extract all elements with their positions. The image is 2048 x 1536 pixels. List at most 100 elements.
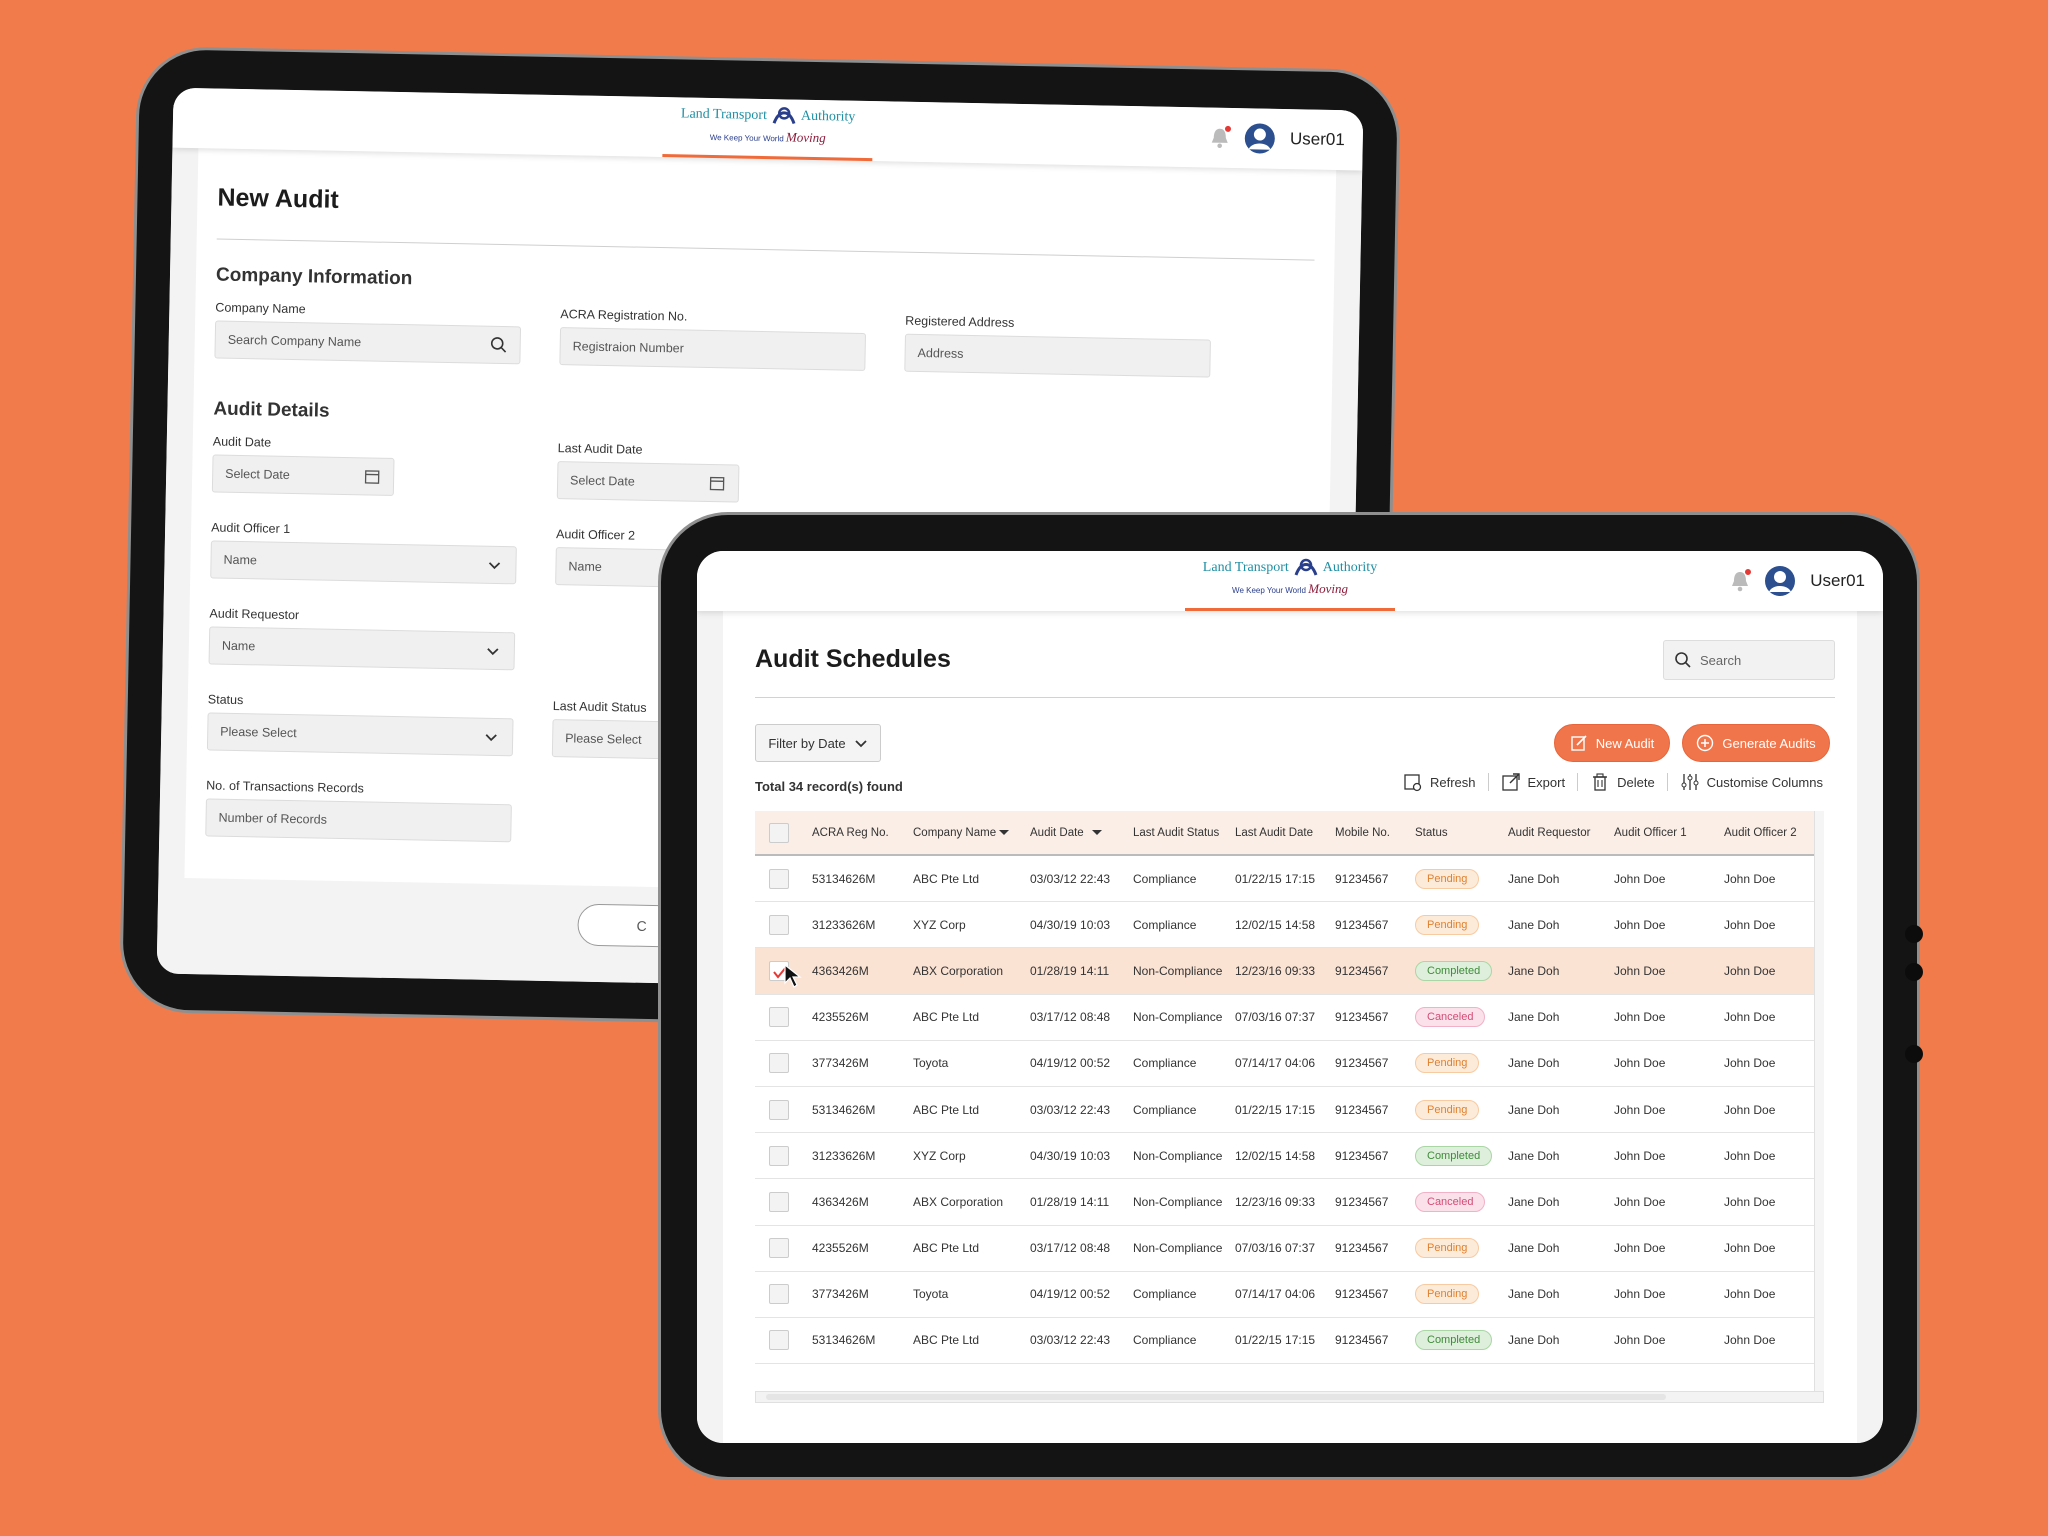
officer1-cell: John Doe	[1614, 1333, 1666, 1348]
column-header[interactable]: Status	[1415, 826, 1448, 839]
row-checkbox[interactable]	[769, 1099, 789, 1120]
sort-down-icon	[1091, 829, 1102, 835]
table-row[interactable]: 4235526M ABC Pte Ltd 03/17/12 08:48 Non-Com…	[755, 995, 1814, 1041]
company-cell: ABC Pte Ltd	[913, 1102, 980, 1117]
acra-cell: 4363426M	[812, 1194, 869, 1209]
scrollbar-thumb[interactable]	[766, 1394, 1666, 1400]
export-button[interactable]: Export	[1489, 772, 1578, 792]
table-row[interactable]: 3773426M Toyota 04/19/12 00:52 Compliance 07…	[755, 1041, 1814, 1087]
column-header-sortable[interactable]: Audit Date	[1030, 827, 1133, 839]
trash-icon	[1593, 773, 1608, 791]
table-row[interactable]: 53134626M ABC Pte Ltd 03/03/12 22:43 Compli…	[755, 1318, 1814, 1365]
row-checkbox[interactable]	[769, 1007, 789, 1028]
search-icon[interactable]	[1674, 651, 1692, 669]
select-all-checkbox[interactable]	[769, 822, 789, 843]
officer1-select[interactable]: Name	[210, 540, 517, 585]
user-name[interactable]: User01	[1289, 129, 1345, 150]
audit-date-cell: 04/19/12 00:52	[1030, 1056, 1111, 1071]
officer1-cell: John Doe	[1614, 963, 1666, 978]
user-avatar-icon[interactable]	[1764, 565, 1796, 597]
requestor-select[interactable]: Name	[208, 626, 516, 671]
lta-logo[interactable]: Land Transport Authority We Keep Your Wo…	[662, 103, 873, 162]
user-name[interactable]: User01	[1810, 571, 1865, 590]
officer2-cell: John Doe	[1724, 963, 1776, 978]
notification-bell-icon[interactable]	[1730, 568, 1753, 592]
acra-registration-input[interactable]: Registraion Number	[559, 327, 867, 371]
row-checkbox[interactable]	[769, 1330, 789, 1351]
requestor-cell: Jane Doh	[1508, 1148, 1560, 1163]
transactions-placeholder: Number of Records	[218, 810, 328, 827]
requestor-cell: Jane Doh	[1508, 1194, 1560, 1209]
table-row[interactable]: 3773426M Toyota 04/19/12 00:52 Compliance 07…	[755, 1272, 1814, 1318]
calendar-icon[interactable]	[708, 474, 726, 492]
table-row[interactable]: 31233626M XYZ Corp 04/30/19 10:03 Non-Compl…	[755, 1133, 1814, 1180]
registered-address-input[interactable]: Address	[904, 333, 1211, 378]
logo-tagline-script: Moving	[785, 129, 826, 146]
app-header: Land Transport Authority We Keep Your Wo…	[172, 87, 1364, 171]
transactions-input[interactable]: Number of Records	[205, 798, 512, 843]
requestor-cell: Jane Doh	[1508, 1333, 1560, 1348]
table-row[interactable]: 4235526M ABC Pte Ltd 03/17/12 08:48 Non-Com…	[755, 1226, 1814, 1272]
audit-date-picker[interactable]: Select Date	[211, 454, 395, 496]
last-date-cell: 01/22/15 17:15	[1235, 1333, 1316, 1348]
table-row[interactable]: 53134626M ABC Pte Ltd 03/03/12 22:43 Compli…	[755, 856, 1814, 903]
column-header-sortable[interactable]: Company Name	[913, 827, 1030, 839]
audit-date-cell: 03/17/12 08:48	[1030, 1010, 1111, 1025]
officer1-cell: John Doe	[1614, 1056, 1666, 1071]
horizontal-scrollbar[interactable]	[755, 1391, 1824, 1403]
officer1-placeholder: Name	[223, 552, 258, 568]
last-date-cell: 12/23/16 09:33	[1235, 963, 1316, 978]
vertical-scrollbar[interactable]	[1814, 811, 1824, 1391]
row-checkbox[interactable]	[769, 914, 789, 935]
row-checkbox[interactable]	[769, 1191, 789, 1212]
requestor-cell: Jane Doh	[1508, 1241, 1560, 1256]
table-row[interactable]: 53134626M ABC Pte Ltd 03/03/12 22:43 Compli…	[755, 1087, 1814, 1134]
last-status-cell: Compliance	[1133, 917, 1197, 932]
row-checkbox[interactable]	[769, 1145, 789, 1166]
status-badge: Pending	[1415, 1053, 1480, 1074]
new-audit-button[interactable]: New Audit	[1554, 724, 1670, 762]
requestor-cell: Jane Doh	[1508, 963, 1560, 978]
sliders-icon	[1681, 774, 1699, 790]
filter-by-date-dropdown[interactable]: Filter by Date	[755, 724, 881, 762]
new-audit-screen: Land Transport Authority We Keep Your Wo…	[156, 87, 1364, 997]
mobile-cell: 91234567	[1335, 1194, 1389, 1209]
column-header[interactable]: Audit Requestor	[1508, 826, 1591, 839]
mobile-cell: 91234567	[1335, 963, 1389, 978]
table-row[interactable]: 4363426M ABX Corporation 01/28/19 14:11 Non…	[755, 1179, 1814, 1226]
filter-label: Filter by Date	[768, 735, 846, 751]
notification-dot	[1224, 124, 1233, 133]
audit-date-cell: 03/03/12 22:43	[1030, 871, 1111, 886]
delete-button[interactable]: Delete	[1578, 772, 1667, 792]
column-header[interactable]: Last Audit Date	[1235, 826, 1313, 839]
table-row[interactable]: 4363426M ABX Corporation 01/28/19 14:11 Non…	[755, 948, 1814, 995]
row-checkbox[interactable]	[769, 868, 789, 889]
logo-tagline: We Keep Your World	[1232, 586, 1307, 595]
logo-tagline: We Keep Your World	[709, 132, 784, 144]
column-header[interactable]: Audit Officer 1	[1614, 826, 1687, 839]
refresh-button[interactable]: Refresh	[1391, 772, 1488, 792]
column-header[interactable]: Last Audit Status	[1133, 826, 1220, 839]
generate-audits-button[interactable]: Generate Audits	[1682, 724, 1830, 762]
row-checkbox[interactable]	[769, 1238, 789, 1259]
search-icon[interactable]	[490, 336, 508, 354]
column-header[interactable]: Audit Officer 2	[1724, 826, 1797, 839]
column-header[interactable]: ACRA Reg No.	[812, 826, 889, 839]
audit-date-cell: 04/30/19 10:03	[1030, 917, 1111, 932]
calendar-icon[interactable]	[363, 467, 381, 485]
transactions-label: No. of Transactions Records	[206, 778, 365, 796]
lta-logo[interactable]: Land Transport Authority We Keep Your Wo…	[1185, 557, 1395, 611]
column-header[interactable]: Mobile No.	[1335, 826, 1390, 839]
status-select[interactable]: Please Select	[206, 712, 514, 757]
hardware-button	[1905, 1045, 1923, 1063]
customise-columns-button[interactable]: Customise Columns	[1668, 772, 1835, 792]
row-checkbox[interactable]	[769, 1284, 789, 1305]
user-avatar-icon[interactable]	[1244, 122, 1277, 155]
last-audit-date-picker[interactable]: Select Date	[556, 461, 740, 503]
search-input[interactable]: Search	[1663, 640, 1835, 680]
table-row[interactable]: 31233626M XYZ Corp 04/30/19 10:03 Complianc…	[755, 902, 1814, 949]
company-name-search-input[interactable]: Search Company Name	[214, 320, 522, 365]
officer1-label: Audit Officer 1	[211, 520, 291, 536]
notification-bell-icon[interactable]	[1210, 124, 1233, 149]
row-checkbox[interactable]	[769, 1053, 789, 1074]
